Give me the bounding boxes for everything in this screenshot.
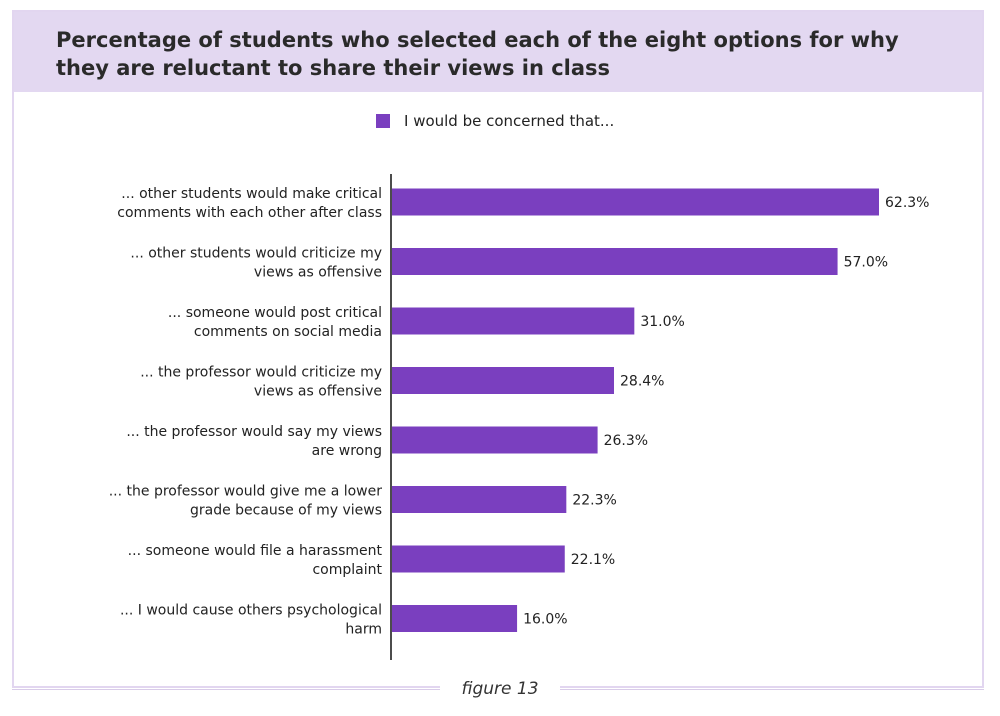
bars-layer: 62.3% ... other students would make criti… bbox=[109, 174, 929, 660]
bar-7 bbox=[392, 605, 518, 632]
value-label-5: 22.3% bbox=[572, 493, 616, 509]
category-label-0-line-1: comments with each other after class bbox=[117, 205, 382, 221]
category-label-3-line-0: ... the professor would criticize my bbox=[140, 365, 382, 381]
category-label-2-line-0: ... someone would post critical bbox=[168, 305, 382, 321]
value-label-3: 28.4% bbox=[620, 374, 664, 390]
chart-legend: I would be concerned that... bbox=[376, 112, 614, 130]
bar-1 bbox=[392, 248, 838, 275]
category-label-6-line-0: ... someone would file a harassment bbox=[128, 543, 383, 559]
value-label-4: 26.3% bbox=[604, 433, 648, 449]
value-label-7: 16.0% bbox=[523, 612, 567, 628]
bar-0 bbox=[392, 188, 879, 216]
category-label-2-line-1: comments on social media bbox=[194, 324, 382, 340]
category-label-4-line-0: ... the professor would say my views bbox=[126, 424, 382, 440]
legend-swatch bbox=[376, 114, 390, 128]
category-label-5-line-0: ... the professor would give me a lower bbox=[109, 484, 383, 500]
legend-label: I would be concerned that... bbox=[404, 112, 615, 130]
chart-header: Percentage of students who selected each… bbox=[14, 12, 982, 92]
category-label-6-line-1: complaint bbox=[312, 562, 382, 578]
bar-6 bbox=[392, 545, 565, 573]
category-label-3-line-1: views as offensive bbox=[254, 384, 382, 400]
category-label-5-line-1: grade because of my views bbox=[190, 503, 382, 519]
bar-3 bbox=[392, 367, 615, 394]
value-label-0: 62.3% bbox=[885, 195, 929, 211]
chart-title: Percentage of students who selected each… bbox=[56, 28, 899, 80]
category-label-4-line-1: are wrong bbox=[312, 443, 382, 459]
figure-caption: figure 13 bbox=[440, 678, 560, 700]
figure-footer: figure 13 bbox=[0, 678, 1000, 700]
value-label-2: 31.0% bbox=[640, 314, 684, 330]
value-label-6: 22.1% bbox=[571, 552, 615, 568]
bar-4 bbox=[392, 426, 598, 454]
category-label-7-line-1: harm bbox=[345, 622, 382, 638]
value-label-1: 57.0% bbox=[844, 255, 888, 271]
chart-frame: Percentage of students who selected each… bbox=[12, 10, 984, 688]
bar-2 bbox=[392, 307, 635, 335]
footer-line-left bbox=[12, 689, 440, 690]
category-label-1-line-1: views as offensive bbox=[254, 265, 382, 281]
category-label-1-line-0: ... other students would criticize my bbox=[130, 246, 382, 262]
bar-5 bbox=[392, 486, 567, 513]
category-label-7-line-0: ... I would cause others psychological bbox=[120, 603, 382, 619]
category-label-0-line-0: ... other students would make critical bbox=[121, 186, 382, 202]
footer-line-right bbox=[560, 689, 984, 690]
